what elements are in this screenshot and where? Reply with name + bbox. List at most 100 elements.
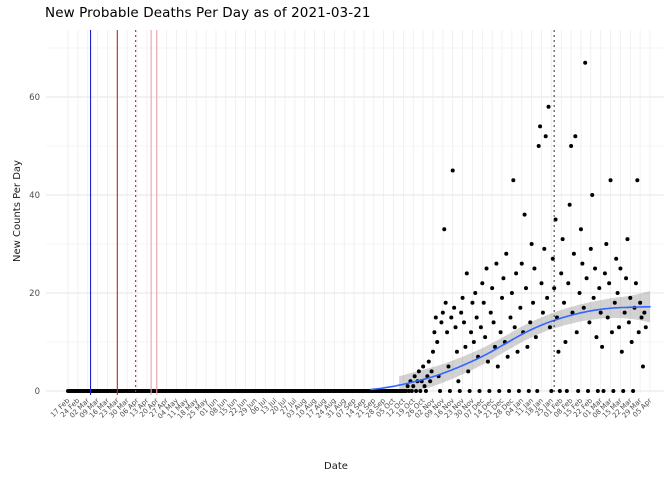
data-point	[595, 389, 600, 393]
data-point	[577, 291, 582, 295]
data-point	[578, 227, 583, 232]
data-point	[636, 330, 641, 335]
data-point	[631, 389, 636, 393]
gridlines	[46, 30, 664, 393]
data-point	[507, 389, 512, 393]
data-point	[621, 389, 626, 393]
data-point	[538, 124, 543, 129]
x-axis-title: Date	[324, 461, 348, 472]
data-point	[571, 251, 576, 256]
data-point	[471, 340, 476, 344]
data-point	[559, 271, 564, 276]
data-point	[498, 330, 503, 335]
data-point	[556, 349, 561, 354]
data-point	[463, 344, 468, 349]
data-point	[457, 389, 462, 393]
data-point	[573, 134, 578, 139]
data-point	[625, 237, 630, 242]
data-point	[466, 369, 471, 374]
data-point	[442, 227, 447, 232]
data-point	[605, 315, 610, 320]
data-point	[449, 315, 454, 320]
data-point	[539, 281, 544, 286]
data-point	[487, 389, 492, 393]
data-point	[562, 300, 567, 305]
data-point	[590, 193, 595, 197]
y-tick-label: 60	[29, 93, 40, 103]
data-point	[421, 364, 426, 369]
data-points	[66, 60, 648, 393]
data-point	[535, 389, 540, 393]
data-point	[508, 315, 513, 320]
data-point	[607, 281, 612, 286]
data-point	[569, 144, 574, 148]
data-point	[619, 349, 624, 354]
data-point	[430, 349, 435, 354]
data-point	[642, 310, 647, 315]
data-point	[439, 320, 444, 325]
data-point	[452, 305, 457, 310]
data-point	[514, 271, 519, 276]
data-point	[540, 310, 545, 315]
data-point	[433, 315, 438, 320]
data-point	[483, 335, 488, 340]
data-point	[459, 310, 464, 315]
data-point	[612, 300, 617, 305]
data-point	[438, 389, 443, 393]
data-point	[435, 340, 440, 344]
data-point	[602, 271, 607, 276]
data-point	[546, 104, 551, 109]
data-point	[550, 256, 555, 261]
data-point	[574, 330, 579, 335]
data-point	[512, 325, 517, 330]
data-point	[511, 178, 516, 183]
data-point	[618, 266, 623, 271]
data-point	[532, 266, 537, 271]
data-point	[588, 246, 593, 251]
data-point	[411, 384, 416, 389]
data-point	[500, 295, 505, 300]
data-point	[515, 349, 520, 354]
data-point	[456, 379, 461, 384]
data-point	[461, 320, 466, 325]
data-point	[470, 300, 475, 305]
data-point	[560, 237, 565, 242]
data-point	[501, 276, 506, 281]
chart-title: New Probable Deaths Per Day as of 2021-0…	[45, 5, 371, 21]
data-point	[519, 261, 524, 266]
data-point	[536, 144, 541, 148]
data-point	[460, 295, 465, 300]
data-point	[522, 212, 527, 217]
data-point	[552, 286, 557, 291]
data-point	[526, 389, 531, 393]
data-point	[454, 349, 459, 354]
confidence-ribbon	[399, 291, 650, 393]
data-point	[426, 359, 431, 364]
data-point	[557, 389, 562, 393]
y-tick-label: 0	[35, 387, 40, 397]
data-point	[450, 168, 455, 173]
data-point	[626, 320, 631, 325]
data-point	[484, 266, 489, 271]
data-point	[423, 389, 428, 393]
y-tick-label: 20	[29, 289, 40, 299]
reference-lines	[89, 30, 555, 395]
data-point	[453, 325, 458, 330]
data-point	[576, 389, 581, 393]
data-point	[418, 389, 423, 393]
data-point	[533, 335, 538, 340]
data-point	[504, 251, 509, 256]
data-point	[583, 60, 588, 65]
data-point	[628, 295, 633, 300]
data-point	[570, 310, 575, 315]
data-point	[409, 389, 414, 393]
data-point	[549, 389, 554, 393]
data-point	[474, 315, 479, 320]
data-point	[629, 340, 634, 344]
data-point	[643, 325, 648, 330]
data-point	[445, 330, 450, 335]
data-point	[509, 291, 514, 295]
data-point	[639, 315, 644, 320]
